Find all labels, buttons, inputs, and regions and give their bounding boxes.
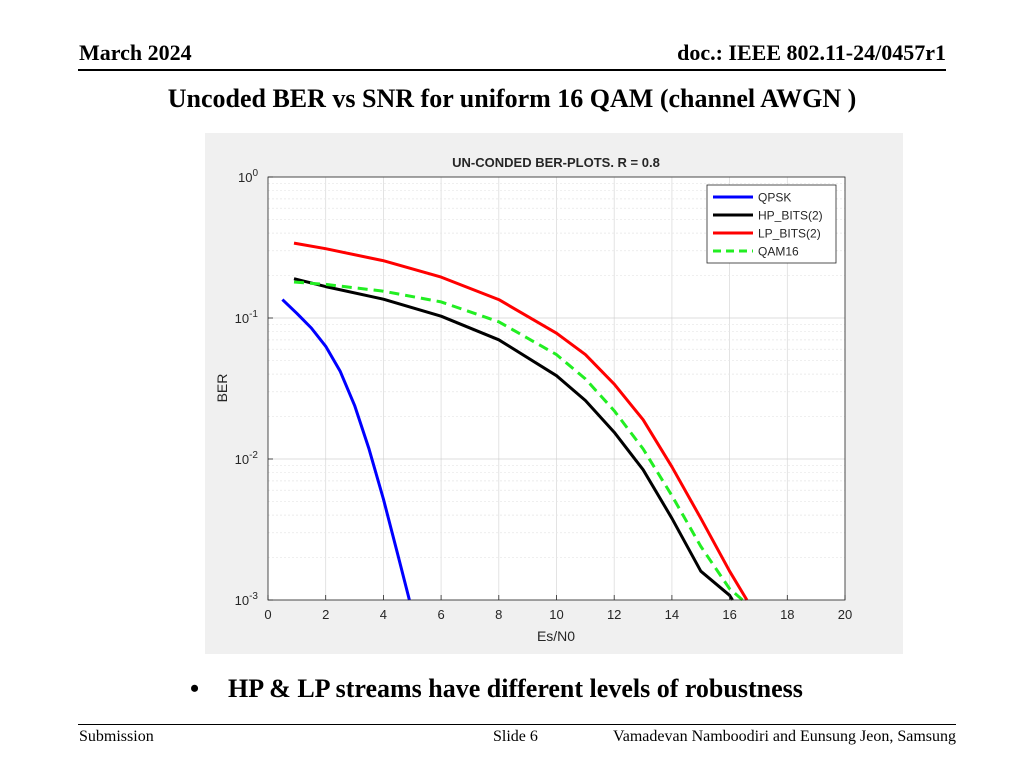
y-tick-exponent: 0 — [252, 168, 258, 179]
y-tick-label: 10-1 — [235, 309, 259, 326]
y-tick-exponent: -2 — [249, 450, 258, 461]
x-tick-label: 4 — [380, 607, 387, 622]
footer-slide-number: Slide 6 — [493, 728, 538, 745]
legend-label: QAM16 — [758, 245, 799, 259]
x-tick-label: 18 — [780, 607, 794, 622]
series-line-lp-bits-2 — [293, 241, 749, 601]
x-tick-label: 0 — [264, 607, 271, 622]
footer-authors: Vamadevan Namboodiri and Eunsung Jeon, S… — [612, 728, 956, 745]
y-tick-base: 10 — [238, 170, 252, 185]
legend-label: HP_BITS(2) — [758, 209, 823, 223]
y-tick-label: 100 — [238, 168, 258, 185]
header-doc-number: doc.: IEEE 802.11-24/0457r1 — [677, 40, 946, 65]
x-tick-label: 2 — [322, 607, 329, 622]
y-tick-label: 10-3 — [235, 591, 259, 608]
legend-label: LP_BITS(2) — [758, 227, 821, 241]
y-tick-exponent: -3 — [249, 591, 258, 602]
x-tick-label: 6 — [437, 607, 444, 622]
footer-divider — [78, 724, 956, 725]
y-axis-label: BER — [214, 374, 230, 403]
x-tick-label: 20 — [838, 607, 852, 622]
y-tick-exponent: -1 — [249, 309, 258, 320]
bullet-marker: • — [190, 674, 200, 703]
x-tick-label: 8 — [495, 607, 502, 622]
y-tick-base: 10 — [235, 452, 249, 467]
y-tick-base: 10 — [235, 593, 249, 608]
chart-title: UN-CONDED BER-PLOTS. R = 0.8 — [452, 155, 660, 170]
y-tick-label: 10-2 — [235, 450, 259, 467]
y-tick-base: 10 — [235, 311, 249, 326]
header-divider — [78, 69, 946, 71]
x-tick-label: 16 — [722, 607, 736, 622]
bullet-point: • HP & LP streams have different levels o… — [190, 674, 803, 704]
header-date: March 2024 — [79, 40, 192, 65]
x-tick-label: 10 — [549, 607, 563, 622]
series-line-qpsk — [281, 298, 411, 601]
slide-title: Uncoded BER vs SNR for uniform 16 QAM (c… — [167, 84, 857, 113]
legend-label: QPSK — [758, 191, 791, 205]
legend: QPSK HP_BITS(2) LP_BITS(2) QAM16 — [706, 184, 837, 264]
x-tick-label: 14 — [665, 607, 679, 622]
series-lines — [281, 241, 749, 602]
footer-submission: Submission — [79, 728, 154, 745]
x-axis-label: Es/N0 — [537, 628, 575, 644]
x-tick-label: 12 — [607, 607, 621, 622]
ber-chart-figure: 0 2 4 6 8 10 12 14 16 18 20 100 10-1 10-2 10-3 UN-COND… — [205, 133, 903, 654]
series-line-hp-bits-2 — [293, 277, 734, 601]
series-line-qam16 — [293, 280, 744, 602]
bullet-text: HP & LP streams have different levels of… — [228, 674, 803, 703]
